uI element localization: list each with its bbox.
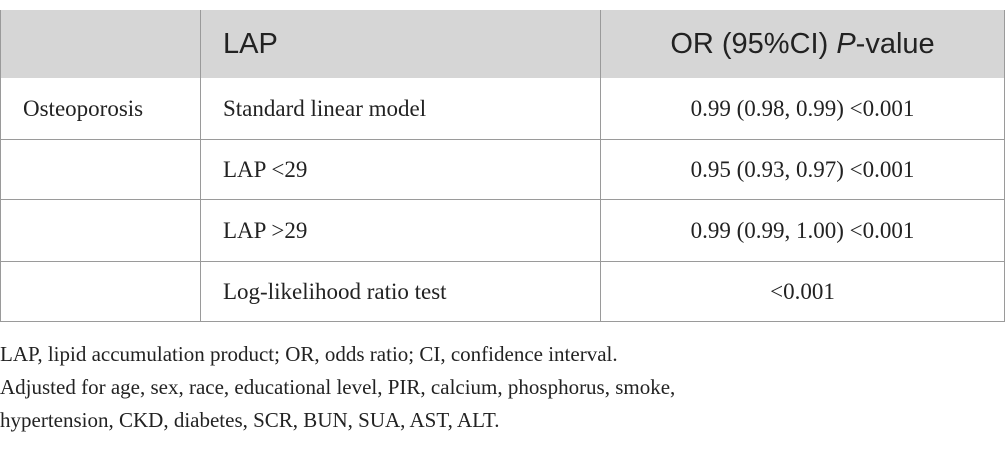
result-cell: <0.001 (600, 262, 1005, 322)
group-cell (0, 140, 200, 200)
header-text: OR (95%CI) P-value (670, 28, 934, 61)
result-cell: 0.95 (0.93, 0.97) <0.001 (600, 140, 1005, 200)
group-cell (0, 200, 200, 262)
header-cell (0, 10, 200, 78)
cell-text: Osteoporosis (23, 95, 144, 121)
model-cell: Log-likelihood ratio test (200, 262, 600, 322)
model-cell: LAP <29 (200, 140, 600, 200)
cell-text: Standard linear model (223, 95, 427, 121)
cell-text: LAP >29 (223, 217, 308, 243)
header-text: OR (95%CI) (670, 27, 837, 60)
header-text: -value (855, 27, 935, 60)
cell-text: Log-likelihood ratio test (223, 278, 447, 304)
cell-text: <0.001 (770, 278, 835, 304)
result-cell: 0.99 (0.98, 0.99) <0.001 (600, 78, 1005, 140)
cell-text: 0.99 (0.98, 0.99) <0.001 (690, 95, 915, 121)
footnote: hypertension, CKD, diabetes, SCR, BUN, S… (0, 408, 500, 432)
footnote: Adjusted for age, sex, race, educational… (0, 375, 676, 399)
header-cell: OR (95%CI) P-value (600, 10, 1005, 78)
model-cell: LAP >29 (200, 200, 600, 262)
footnote: LAP, lipid accumulation product; OR, odd… (0, 342, 618, 366)
cell-text: LAP <29 (223, 156, 308, 182)
cell-text: 0.95 (0.93, 0.97) <0.001 (690, 156, 915, 182)
result-cell: 0.99 (0.99, 1.00) <0.001 (600, 200, 1005, 262)
cell-text: 0.99 (0.99, 1.00) <0.001 (690, 217, 915, 243)
group-cell: Osteoporosis (0, 78, 200, 140)
model-cell: Standard linear model (200, 78, 600, 140)
group-cell (0, 262, 200, 322)
header-italic: P (836, 27, 856, 60)
header-text: LAP (223, 27, 278, 60)
header-cell: LAP (200, 10, 600, 78)
